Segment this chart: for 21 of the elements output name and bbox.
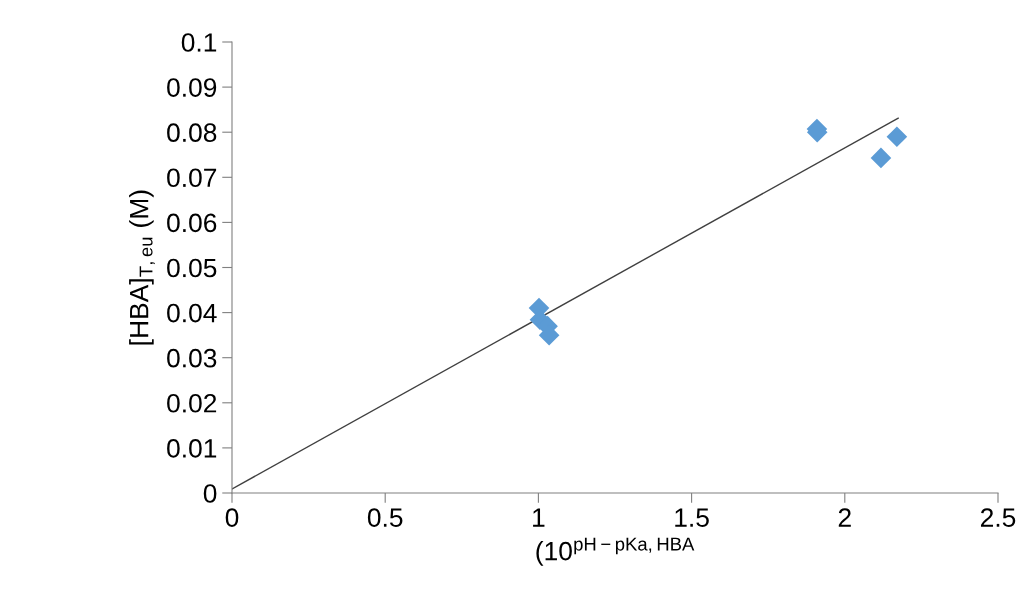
y-axis-title: [HBA]$_{T,eu}$ (M) <box>129 190 155 345</box>
y-tick-label: 0.01 <box>167 439 217 458</box>
x-tick-label: 2 <box>838 508 851 527</box>
x-tick-label: 2.5 <box>980 508 1016 527</box>
point <box>886 126 908 148</box>
y-tick-label: 0.1 <box>181 33 217 52</box>
y-tick-label: 0.07 <box>167 168 217 188</box>
y-tick-label: 0.04 <box>167 303 217 323</box>
x-tick-label: 1 <box>533 508 545 527</box>
y-tick-label: 0.06 <box>167 213 217 233</box>
x-tick-label: 1.5 <box>675 508 709 527</box>
y-tick-label: 0.08 <box>167 123 217 143</box>
y-tick-label: 0.05 <box>167 258 217 278</box>
y-tick-label: 0.09 <box>167 78 217 97</box>
y-tick-label: 0 <box>203 484 217 503</box>
x-axis-title: (10$^{pH−pKa,HBA}$ <box>536 537 695 566</box>
y-tick-label: 0.03 <box>167 348 217 368</box>
x-tick-label: 0 <box>225 508 239 527</box>
point <box>870 147 892 169</box>
y-tick-label: 0.02 <box>167 393 217 413</box>
x-tick-label: 0.5 <box>367 508 403 527</box>
